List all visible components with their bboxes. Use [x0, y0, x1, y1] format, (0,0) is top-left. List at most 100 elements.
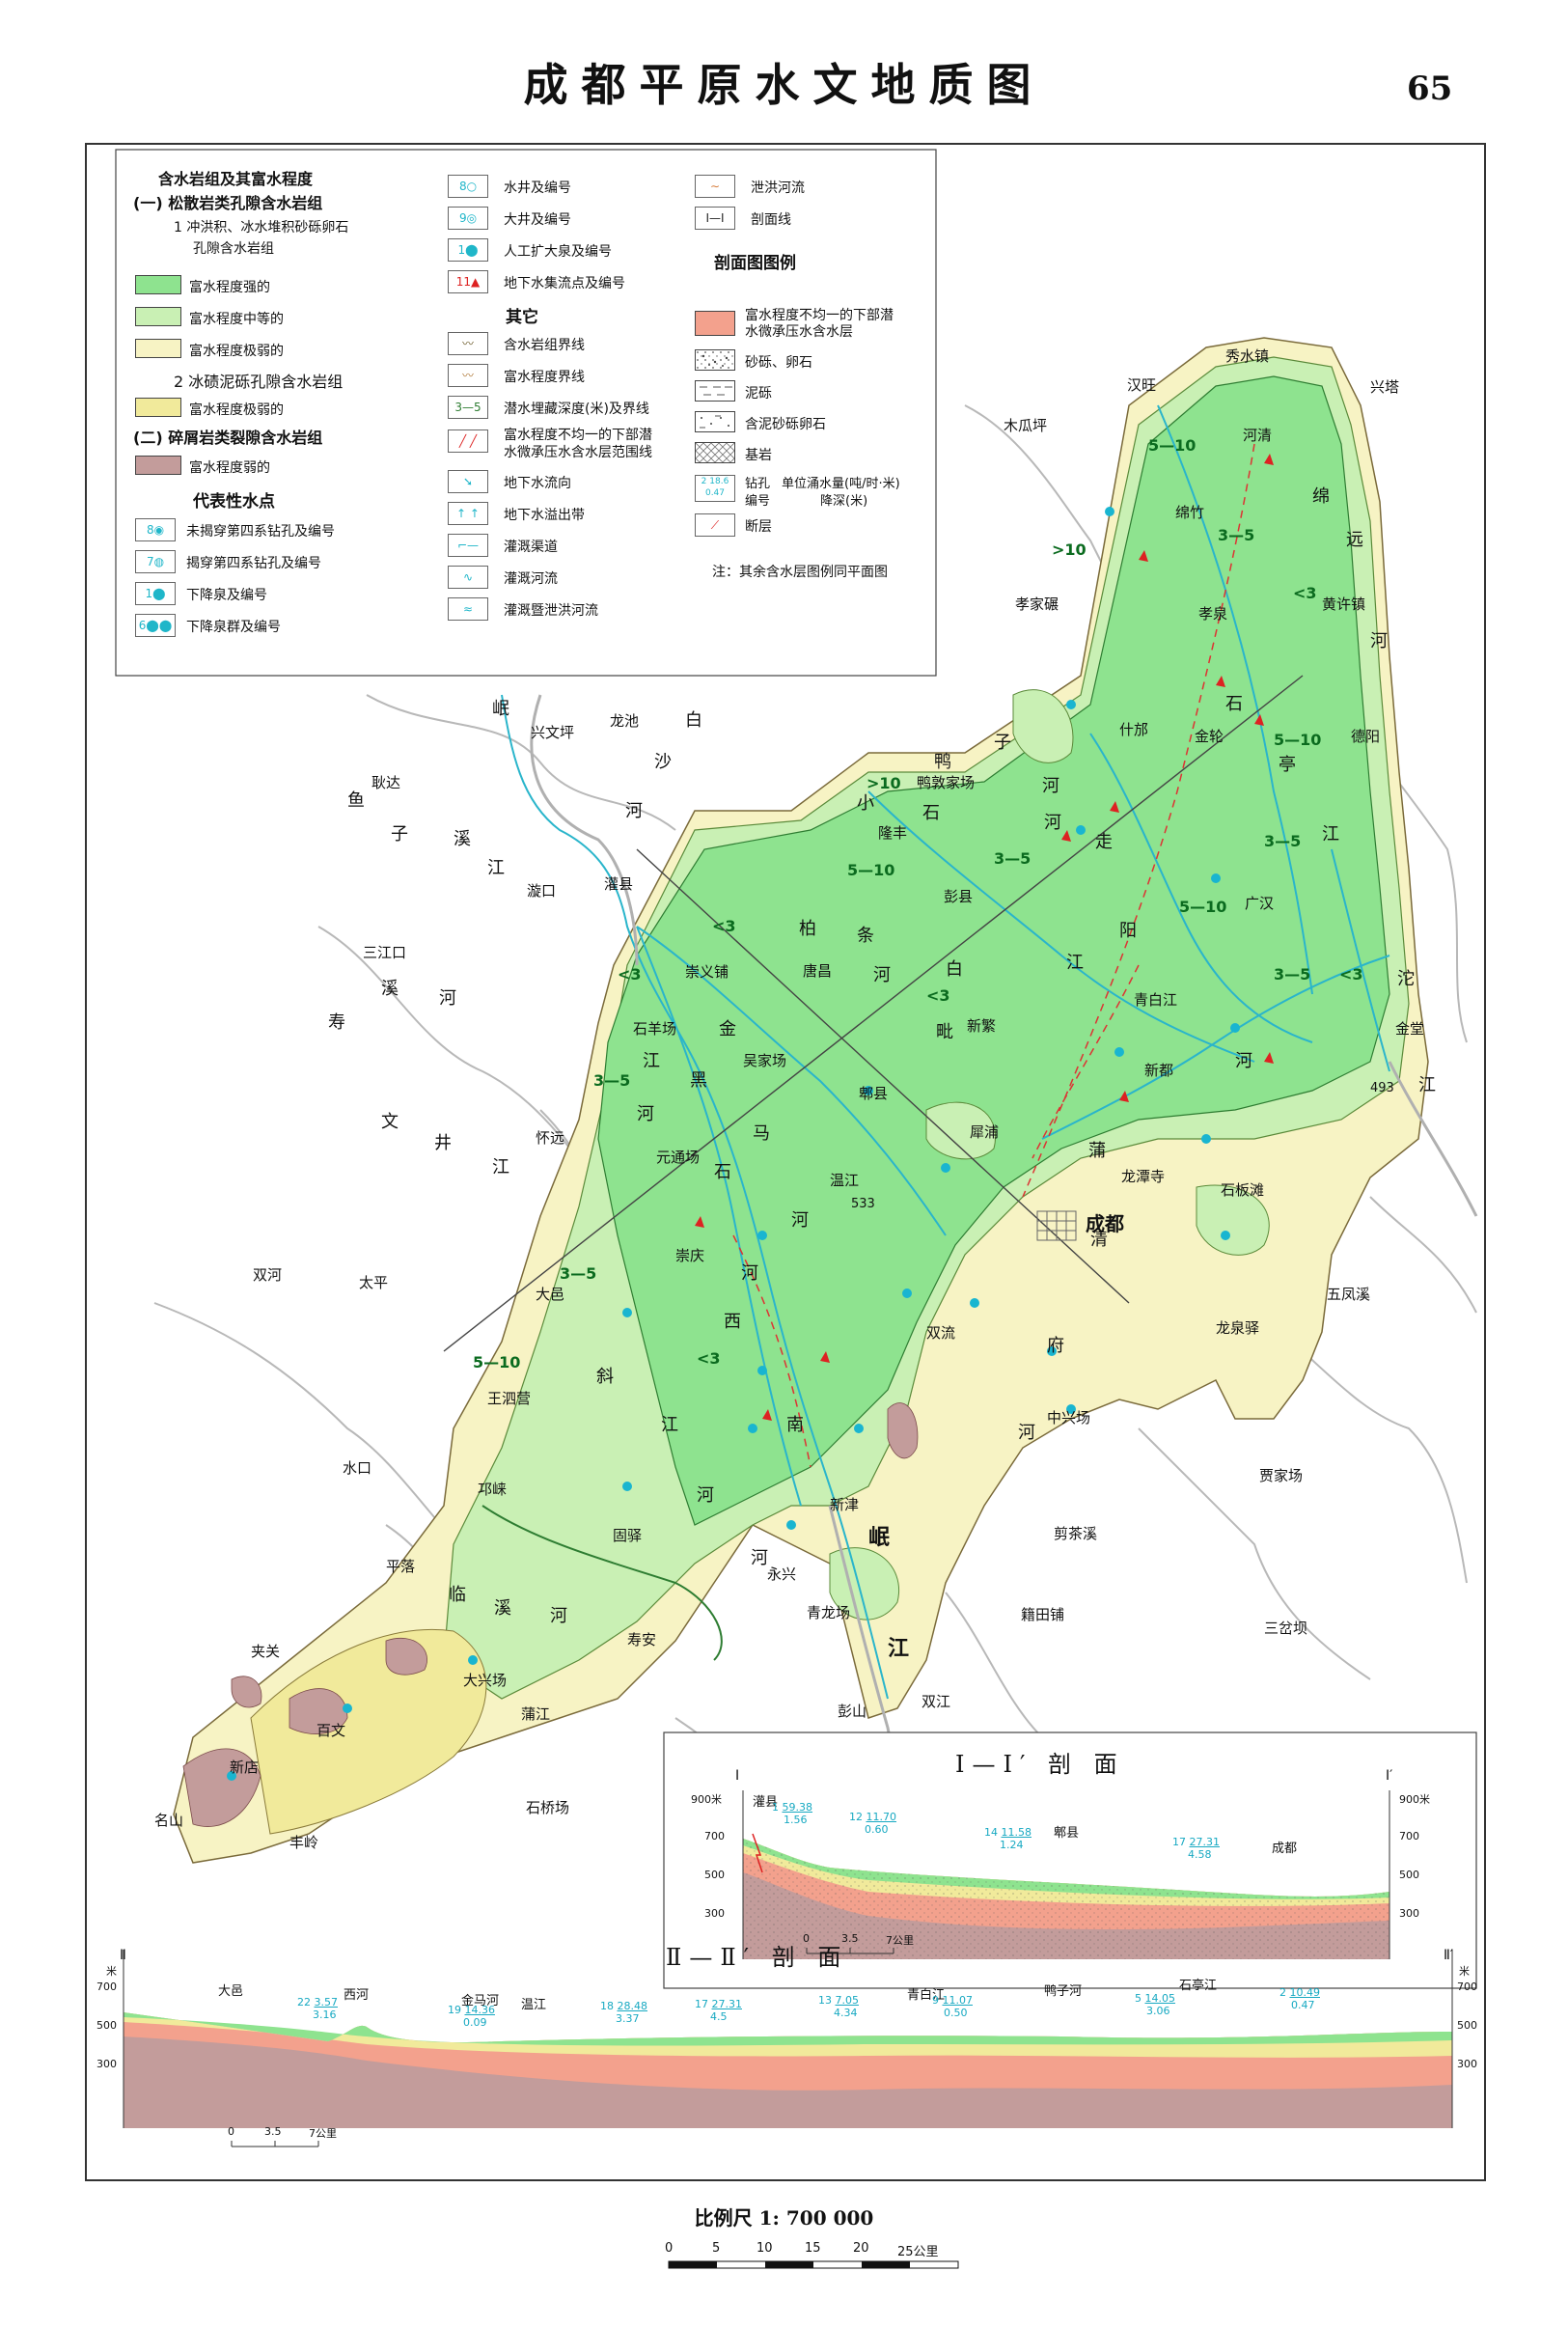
legend-sub2: 2 冰碛泥砾孔隙含水岩组	[174, 373, 344, 391]
spring-icon: 1⬤	[135, 582, 176, 605]
section-line-icon: Ⅰ—Ⅰ	[695, 207, 735, 230]
place-sanjiangkou: 三江口	[363, 944, 407, 961]
depth-zone-19: 3—5	[1274, 965, 1311, 983]
section-2-scale-tick: 0	[228, 2125, 234, 2138]
legend-points-heading: 代表性水点	[193, 492, 275, 512]
place-sanchaba: 三岔坝	[1264, 1620, 1308, 1637]
place-xipu: 犀浦	[970, 1123, 1000, 1141]
map-title: 成都平原水文地质图	[523, 59, 1045, 111]
legend-c3: 人工扩大泉及编号	[504, 244, 612, 260]
depth-zone-12: 5—10	[1179, 898, 1227, 916]
place-jitianpu: 籍田铺	[1021, 1606, 1065, 1623]
borehole-q: 11.07	[942, 1994, 974, 2007]
borehole-no: 18	[600, 2000, 614, 2012]
place-jianchaxi: 剪茶溪	[1054, 1525, 1098, 1542]
axis-label: 300	[704, 1907, 725, 1920]
page-number: 65	[1407, 69, 1453, 108]
river-mianyuan-1: 绵	[1312, 486, 1330, 507]
place-pujiang: 蒲江	[521, 1705, 551, 1723]
borehole-s: 4.5	[710, 2010, 728, 2023]
map-frame	[85, 143, 1486, 2181]
river-xiehe-1: 斜	[596, 1367, 614, 1387]
place-chongqing: 崇庆	[675, 1247, 705, 1264]
well-icon: 8○	[448, 175, 488, 198]
chengdu-city	[1036, 1210, 1077, 1241]
zone-strong	[597, 375, 1390, 1526]
legend-weak: 富水程度极弱的	[189, 344, 284, 359]
place-wujiachang: 吴家场	[743, 1052, 787, 1069]
place-xindian: 新店	[230, 1759, 260, 1776]
legend-s1b: 水微承压水含水层	[745, 324, 853, 340]
borehole-s: 3.37	[616, 2012, 640, 2025]
borehole-s: 3.06	[1146, 2005, 1170, 2017]
place-xinjin: 新津	[830, 1496, 860, 1513]
river-yazi-2: 子	[994, 733, 1011, 753]
place-shuikou: 水口	[343, 1459, 372, 1477]
depth-zone-6: 3—5	[1264, 832, 1302, 850]
section-1-scale-tick: 3.5	[841, 1932, 859, 1945]
section-1-left-mark: Ⅰ	[735, 1768, 740, 1784]
place-xuankou: 漩口	[527, 882, 557, 900]
river-baihe-2: 江	[1066, 953, 1084, 973]
scale-tick: 20	[853, 2241, 869, 2256]
scale-label: 比例尺 1: 700 000	[694, 2206, 874, 2230]
place-xinfan: 新繁	[967, 1017, 997, 1035]
borehole-s: 0.09	[463, 2016, 487, 2029]
water-level-boundary-icon: 〰	[448, 364, 488, 387]
section-2-title: Ⅱ—Ⅱ′ 剖 面	[666, 1944, 849, 1971]
big-well-icon: 9◎	[448, 207, 488, 230]
section-2-profile	[123, 1950, 1453, 2147]
borehole-q: 14.05	[1144, 1992, 1176, 2005]
canal-icon: ⌐—	[448, 534, 488, 557]
place-huaiyuan: 怀远	[536, 1129, 565, 1147]
scale-tick: 25公里	[897, 2245, 939, 2259]
legend-o6: 地下水溢出带	[504, 508, 585, 523]
borehole-no: 19	[448, 2004, 461, 2016]
borehole-label: 14 11.58 1.24	[984, 1826, 1032, 1851]
mud-gravel-pattern-icon	[700, 386, 732, 396]
river-baitiao-1: 柏	[799, 919, 816, 939]
collection-point-icon: 11▲	[448, 270, 488, 293]
river-baisha-3: 河	[625, 801, 643, 821]
place-shouan: 寿安	[627, 1631, 657, 1648]
borehole-label: 2 10.49 0.47	[1279, 1986, 1320, 2011]
section-2-left-mark: Ⅱ	[120, 1948, 126, 1963]
legend-c4: 地下水集流点及编号	[504, 276, 625, 291]
section-2-place: 大邑	[218, 1984, 244, 1999]
legend-medium: 富水程度中等的	[189, 312, 284, 327]
borehole-label: 5 14.05 3.06	[1135, 1992, 1175, 2017]
river-shiting-1: 石	[1225, 694, 1243, 714]
section-1-place: 灌县	[753, 1795, 779, 1810]
legend-strong: 富水程度强的	[189, 280, 270, 295]
depth-zone-5: 5—10	[1274, 731, 1322, 749]
axis-label: 700	[1399, 1830, 1419, 1842]
muddy-gravel-pattern-icon	[700, 415, 729, 429]
borehole-q: 7.05	[835, 1994, 860, 2007]
borehole-q: 14.36	[464, 2004, 496, 2016]
depth-zone-13: 3—5	[593, 1071, 631, 1090]
legend-other-heading: 其它	[506, 308, 538, 327]
legend-section-heading: 剖面图图例	[714, 254, 796, 273]
river-mianyuan-3: 河	[1370, 631, 1388, 651]
section-1-place: 郫县	[1054, 1826, 1080, 1841]
legend-s6c: 编号	[745, 494, 771, 509]
river-xihe-2: 河	[637, 1104, 654, 1124]
flow-direction-icon: ➘	[448, 470, 488, 493]
river-yuzixi-1: 鱼	[347, 790, 365, 811]
county-boundary	[481, 1505, 723, 1661]
legend-o4a: 富水程度不均一的下部潜	[504, 428, 652, 443]
borehole-s: 0.50	[944, 2007, 968, 2019]
depth-zone-11: <3	[712, 917, 736, 935]
place-wufengxi: 五凤溪	[1327, 1286, 1371, 1303]
scale-tick: 15	[805, 2241, 821, 2256]
river-yazi-3: 河	[1042, 776, 1059, 796]
section-2-place: 西河	[344, 1988, 370, 2003]
river-yazi-1: 鸭	[934, 752, 951, 772]
borehole-no: 12	[849, 1811, 863, 1823]
axis-label: 500	[1399, 1869, 1419, 1881]
swatch-strong	[135, 275, 181, 294]
section-2-place: 鸭子河	[1044, 1984, 1083, 1999]
legend-p1: 未揭穿第四系钻孔及编号	[186, 524, 335, 540]
place-huangxuzhen: 黄许镇	[1322, 596, 1366, 613]
river-xiehe-3: 河	[697, 1485, 714, 1506]
